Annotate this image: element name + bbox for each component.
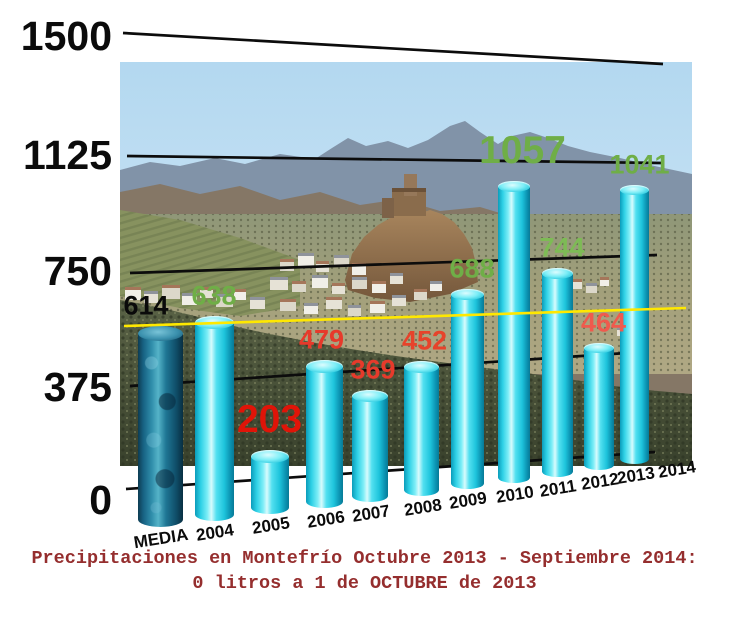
- chart-caption: Precipitaciones en Montefrío Octubre 201…: [0, 546, 729, 596]
- bar-2012: [583, 348, 614, 471]
- value-label-2006: 479: [298, 324, 345, 355]
- value-label-2007: 369: [350, 354, 396, 385]
- x-label-2010: 2010: [494, 482, 535, 507]
- bar-2010: [497, 186, 530, 483]
- bar-top-MEDIA: [137, 326, 183, 342]
- x-label-2008: 2008: [402, 494, 443, 520]
- bar-2004: [194, 322, 234, 521]
- x-label-2007: 2007: [350, 500, 392, 526]
- value-label-MEDIA: 614: [123, 290, 169, 321]
- bar-2007: [352, 395, 388, 502]
- y-tick-0: 0: [89, 477, 112, 523]
- bar-top-2004: [194, 315, 234, 329]
- value-label-2013: 1041: [609, 149, 670, 180]
- bar-top-2013: [620, 185, 649, 195]
- value-label-2010: 1057: [479, 128, 566, 172]
- bar-2008: [404, 367, 439, 496]
- bar-2006: [306, 366, 343, 509]
- y-tick-750: 750: [43, 248, 112, 294]
- gridline-1500: [122, 31, 664, 66]
- value-label-2005: 203: [236, 398, 303, 442]
- bar-top-2007: [352, 389, 388, 402]
- value-label-2012: 464: [580, 307, 627, 338]
- x-label-2009: 2009: [447, 488, 489, 514]
- bar-top-2012: [583, 343, 614, 354]
- bar-2005: [250, 456, 289, 515]
- value-label-2004: 638: [191, 280, 237, 311]
- bar-2009: [450, 294, 484, 490]
- x-label-2012: 2012: [579, 469, 620, 495]
- caption-line-2: 0 litros a 1 de OCTUBRE de 2013: [192, 573, 537, 594]
- value-label-2011: 744: [539, 232, 585, 263]
- value-label-2008: 452: [401, 325, 448, 356]
- y-tick-1500: 1500: [20, 13, 112, 59]
- bar-2011: [541, 273, 573, 477]
- x-label-2013: 2013: [615, 463, 656, 488]
- y-tick-375: 375: [43, 364, 112, 410]
- bar-top-2010: [497, 180, 530, 192]
- y-tick-1125: 1125: [23, 132, 112, 178]
- castle-icon: [382, 174, 426, 218]
- x-label-2004: 2004: [194, 519, 236, 545]
- bar-top-2008: [404, 361, 439, 373]
- x-label-2006: 2006: [305, 507, 346, 532]
- x-label-2005: 2005: [250, 513, 291, 539]
- bar-top-2006: [306, 359, 343, 373]
- value-label-2009: 688: [449, 253, 495, 284]
- bar-MEDIA: [137, 333, 183, 527]
- bar-top-2009: [450, 288, 484, 300]
- caption-line-1: Precipitaciones en Montefrío Octubre 201…: [31, 548, 698, 569]
- x-label-2011: 2011: [538, 475, 578, 501]
